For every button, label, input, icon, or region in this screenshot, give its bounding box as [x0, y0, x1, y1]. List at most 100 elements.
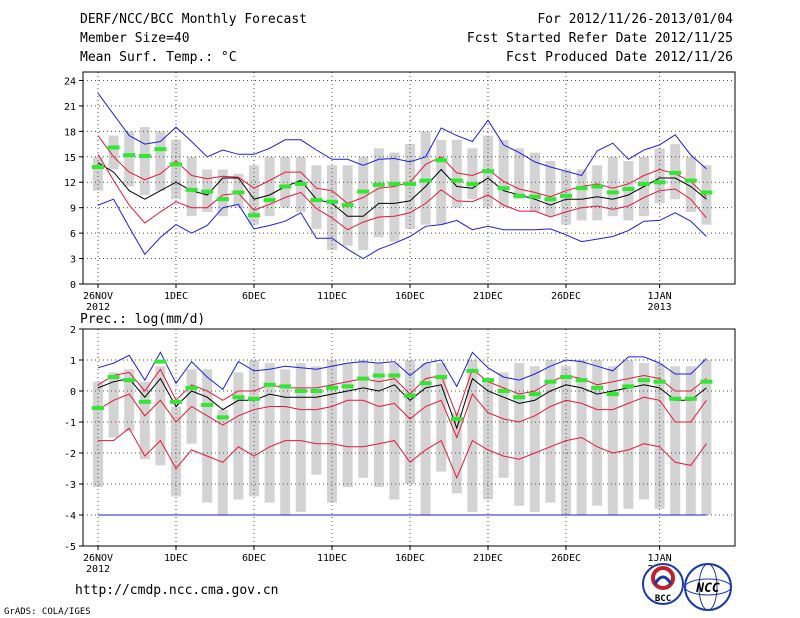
ensemble-box: [420, 363, 431, 515]
median-marker: [107, 375, 120, 380]
median-marker: [279, 184, 292, 189]
y-tick-label: -2: [64, 449, 76, 460]
ensemble-box: [701, 165, 712, 225]
ensemble-box: [171, 406, 181, 497]
ensemble-box: [171, 139, 181, 200]
y-tick-label: 12: [64, 178, 76, 189]
forecast-period: For 2012/11/26-2013/01/04: [537, 12, 733, 27]
median-marker: [279, 384, 292, 389]
median-marker: [528, 194, 541, 199]
ensemble-box: [529, 152, 540, 212]
ensemble-box: [358, 156, 369, 251]
ensemble-box: [467, 360, 478, 512]
median-marker: [450, 178, 463, 183]
ensemble-box: [373, 363, 384, 488]
median-marker: [388, 373, 401, 378]
member-size: Member Size=40: [80, 31, 190, 46]
median-marker: [653, 180, 666, 185]
x-tick-year: 2012: [86, 564, 110, 575]
x-tick-year: 2013: [648, 302, 672, 313]
median-marker: [466, 368, 479, 373]
median-marker: [528, 392, 541, 397]
x-tick-label: 1JAN: [648, 553, 672, 564]
ensemble-box: [342, 363, 353, 488]
ensemble-box: [108, 372, 119, 438]
median-marker: [154, 359, 167, 364]
median-marker: [560, 375, 572, 380]
x-tick-label: 6DEC: [242, 291, 266, 302]
plot-frame: [82, 328, 736, 547]
ensemble-box: [155, 366, 166, 466]
ensemble-box: [592, 165, 603, 221]
median-marker: [591, 184, 604, 189]
ensemble-box: [186, 156, 197, 217]
ensemble-box: [327, 360, 337, 503]
median-marker: [170, 399, 182, 404]
source-url[interactable]: http://cmdp.ncc.cma.gov.cn: [75, 583, 279, 598]
ensemble-box: [498, 372, 509, 478]
ensemble-box: [592, 360, 603, 506]
x-tick-label: 1DEC: [164, 291, 188, 302]
x-tick-label: 6DEC: [242, 553, 266, 564]
median-marker: [123, 378, 136, 383]
precip-panel-title: Prec.: log(mm/d): [80, 312, 205, 327]
median-marker: [544, 379, 557, 384]
y-tick-label: 2: [70, 325, 76, 336]
ensemble-box: [249, 360, 259, 497]
produced-date: Fcst Produced Date 2012/11/26: [506, 50, 733, 65]
median-marker: [653, 379, 666, 384]
x-tick-label: 11DEC: [317, 291, 347, 302]
ensemble-box: [93, 156, 103, 191]
median-marker: [435, 158, 448, 163]
ensemble-box: [108, 135, 119, 170]
ensemble-box: [93, 381, 103, 488]
series-min: [97, 198, 707, 260]
median-marker: [248, 396, 260, 401]
x-tick-label: 16DEC: [395, 553, 425, 564]
series-minus-sigma: [97, 154, 707, 231]
ensemble-box: [654, 363, 665, 509]
median-marker: [138, 399, 151, 404]
ensemble-box: [264, 363, 275, 503]
median-marker: [404, 181, 416, 186]
x-tick-label: 1DEC: [164, 553, 188, 564]
series-max: [97, 92, 707, 177]
ensemble-box: [436, 363, 447, 472]
ensemble-box: [451, 412, 462, 494]
median-marker: [92, 164, 104, 169]
median-marker: [326, 199, 338, 204]
ensemble-box: [280, 369, 291, 515]
x-tick-label: 1JAN: [648, 291, 672, 302]
y-tick-label: -1: [64, 418, 76, 429]
median-marker: [357, 376, 370, 381]
ensemble-box: [451, 139, 462, 208]
ensemble-box: [155, 131, 166, 191]
median-marker: [684, 396, 697, 401]
ensemble-box: [576, 169, 587, 221]
median-marker: [263, 198, 276, 203]
y-tick-label: 18: [64, 127, 76, 138]
x-tick-label: 21DEC: [473, 553, 503, 564]
plot-frame: [82, 71, 736, 285]
median-marker: [700, 190, 713, 195]
median-marker: [497, 389, 510, 393]
median-marker: [450, 416, 463, 421]
ensemble-box: [545, 360, 556, 503]
ensemble-box: [295, 363, 306, 512]
median-marker: [263, 382, 276, 387]
median-marker: [482, 378, 494, 383]
median-marker: [435, 375, 448, 380]
ensemble-box: [373, 148, 384, 238]
median-marker: [201, 189, 214, 194]
x-tick-label: 26DEC: [551, 553, 581, 564]
ensemble-box: [654, 148, 665, 204]
ensemble-box: [701, 360, 712, 515]
ensemble-box: [358, 360, 369, 478]
ncc-logo-text: NCC: [695, 581, 720, 596]
ncc-logo: NCC: [684, 563, 732, 611]
median-marker: [606, 190, 619, 195]
median-marker: [606, 392, 619, 397]
y-tick-label: 24: [64, 76, 76, 87]
median-marker: [123, 153, 136, 158]
y-tick-label: -4: [64, 511, 76, 522]
